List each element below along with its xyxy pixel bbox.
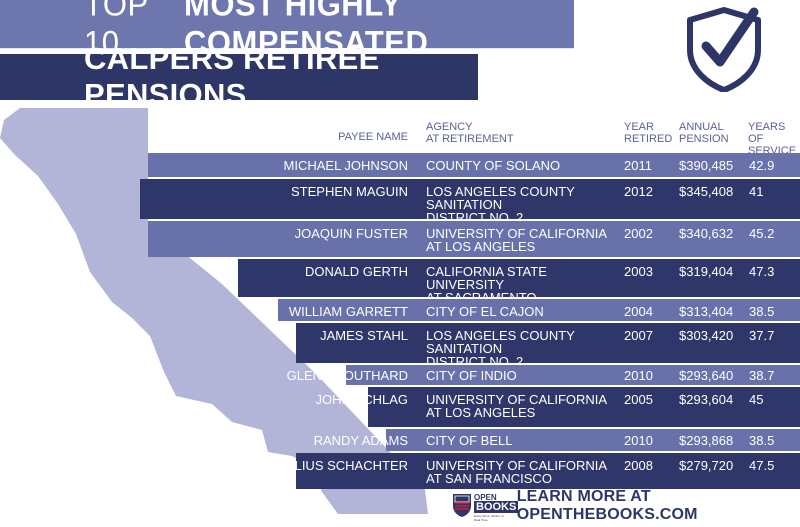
years-of-service: 37.7: [749, 328, 775, 343]
payee-name: WILLIAM GARRETT: [288, 304, 408, 319]
agency-line: CALIFORNIA STATE UNIVERSITY: [426, 264, 547, 292]
agency-line: COUNTY OF SOLANO: [426, 158, 561, 173]
year-retired: 2011: [624, 158, 652, 173]
check-shield-icon: [687, 7, 761, 92]
california-map-icon: [0, 108, 428, 514]
years-of-service: 38.7: [749, 368, 775, 383]
flag-shield-icon: [453, 494, 471, 517]
years-of-service: 42.9: [749, 158, 775, 173]
agency: CITY OF INDIO: [426, 369, 620, 382]
agency-line: CITY OF EL CAJON: [426, 304, 544, 319]
table-row: JULIUS SCHACHTER UNIVERSITY OF CALIFORNI…: [0, 453, 800, 489]
annual-pension: $345,408: [679, 184, 734, 199]
annual-pension: $319,404: [679, 264, 734, 279]
annual-pension: $340,632: [679, 226, 734, 241]
header-payee-name: PAYEE NAME: [338, 131, 408, 143]
header-service-line1: YEARS OF: [748, 121, 786, 145]
years-of-service: 47.3: [749, 264, 775, 279]
payee-name: MICHAEL JOHNSON: [283, 158, 408, 173]
annual-pension: $303,420: [679, 328, 734, 343]
annual-pension: $293,640: [679, 368, 734, 383]
payee-name: STEPHEN MAGUIN: [290, 184, 408, 199]
column-headers: PAYEE NAME AGENCY AT RETIREMENT YEAR RET…: [0, 121, 800, 157]
year-retired: 2004: [624, 304, 653, 319]
annual-pension: $390,485: [679, 158, 734, 173]
payee-name: RANDY ADAMS: [313, 433, 408, 448]
agency: CITY OF BELL: [426, 434, 620, 447]
table-row: JOAQUIN FUSTER UNIVERSITY OF CALIFORNIA A…: [0, 221, 800, 257]
payee-name: GLENN SOUTHARD: [286, 368, 408, 383]
year-retired: 2002: [624, 226, 653, 241]
annual-pension: $313,404: [679, 304, 734, 319]
payee-name: JULIUS SCHACHTER: [278, 458, 408, 473]
agency: UNIVERSITY OF CALIFORNIA AT SAN FRANCISCO: [426, 459, 620, 485]
year-retired: 2008: [624, 458, 653, 473]
years-of-service: 47.5: [749, 458, 775, 473]
agency: COUNTY OF SOLANO: [426, 159, 620, 172]
year-retired: 2012: [624, 184, 653, 199]
agency: LOS ANGELES COUNTY SANITATION DISTRICT NO…: [426, 329, 620, 368]
payee-name: DONALD GERTH: [304, 264, 408, 279]
logo-books: BOOKS: [474, 501, 519, 513]
payee-name: JOAQUIN FUSTER: [294, 226, 408, 241]
table-row: DONALD GERTH CALIFORNIA STATE UNIVERSITY…: [0, 259, 800, 304]
payee-name: JAMES STAHL: [320, 328, 408, 343]
table-row: WILLIAM GARRETT CITY OF EL CAJON 2004 $3…: [0, 299, 800, 321]
payee-name: JOHN SCHLAG: [315, 392, 408, 407]
header-pension-line2: PENSION: [679, 133, 729, 145]
years-of-service: 41: [749, 184, 764, 199]
agency-line: AT LOS ANGELES: [426, 405, 536, 420]
year-retired: 2005: [624, 392, 653, 407]
agency-line: UNIVERSITY OF CALIFORNIA: [426, 392, 608, 407]
table-row: MICHAEL JOHNSON COUNTY OF SOLANO 2011 $3…: [0, 153, 800, 177]
header-years-of-service: YEARS OF SERVICE: [748, 121, 800, 157]
title-calpers: CALPERS RETIREE PENSIONS: [84, 41, 380, 112]
table-row: JAMES STAHL LOS ANGELES COUNTY SANITATIO…: [0, 323, 800, 368]
years-of-service: 38.5: [749, 304, 775, 319]
agency-line: LOS ANGELES COUNTY SANITATION: [426, 184, 575, 212]
logo-tagline: Every Dime. Online. In Real Time.: [474, 514, 505, 522]
header-year-line1: YEAR: [624, 121, 654, 133]
learn-more-link[interactable]: LEARN MORE AT OPENTHEBOOKS.COM: [516, 488, 698, 523]
years-of-service: 45.2: [749, 226, 775, 241]
annual-pension: $293,868: [679, 433, 734, 448]
annual-pension: $279,720: [679, 458, 734, 473]
agency-line: DISTRICT NO. 2: [426, 210, 524, 225]
year-retired: 2003: [624, 264, 653, 279]
header-agency: AGENCY AT RETIREMENT: [426, 121, 514, 145]
table-row: STEPHEN MAGUIN LOS ANGELES COUNTY SANITA…: [0, 179, 800, 224]
header-year-retired: YEAR RETIRED: [624, 121, 672, 145]
header-annual-pension: ANNUAL PENSION: [679, 121, 729, 145]
table-row: JOHN SCHLAG UNIVERSITY OF CALIFORNIA AT L…: [0, 387, 800, 427]
year-retired: 2010: [624, 368, 653, 383]
footer: OPEN THE BOOKS Every Dime. Online. In Re…: [452, 488, 800, 523]
agency-line: UNIVERSITY OF CALIFORNIA: [426, 226, 608, 241]
header-agency-line2: AT RETIREMENT: [426, 133, 514, 145]
year-retired: 2010: [624, 433, 653, 448]
title-line-2: CALPERS RETIREE PENSIONS: [0, 41, 478, 112]
years-of-service: 45: [749, 392, 764, 407]
header-agency-line1: AGENCY: [426, 121, 473, 133]
agency-line: CITY OF INDIO: [426, 368, 517, 383]
agency: LOS ANGELES COUNTY SANITATION DISTRICT NO…: [426, 185, 620, 224]
table-row: GLENN SOUTHARD CITY OF INDIO 2010 $293,6…: [0, 365, 800, 385]
header-pension-line1: ANNUAL: [679, 121, 724, 133]
agency-line: UNIVERSITY OF CALIFORNIA: [426, 458, 608, 473]
agency-line: DISTRICT NO. 2: [426, 354, 524, 369]
annual-pension: $293,604: [679, 392, 734, 407]
year-retired: 2007: [624, 328, 653, 343]
table-row: RANDY ADAMS CITY OF BELL 2010 $293,868 3…: [0, 429, 800, 451]
years-of-service: 38.5: [749, 433, 775, 448]
header-year-line2: RETIRED: [624, 133, 673, 145]
agency: UNIVERSITY OF CALIFORNIA AT LOS ANGELES: [426, 393, 620, 419]
openthebooks-logo[interactable]: OPEN THE BOOKS Every Dime. Online. In Re…: [452, 492, 519, 522]
agency: CITY OF EL CAJON: [426, 305, 620, 318]
agency-line: CITY OF BELL: [426, 433, 513, 448]
agency: UNIVERSITY OF CALIFORNIA AT LOS ANGELES: [426, 227, 620, 253]
agency-line: LOS ANGELES COUNTY SANITATION: [426, 328, 575, 356]
agency-line: AT LOS ANGELES: [426, 239, 536, 254]
agency-line: AT SAN FRANCISCO: [426, 471, 552, 486]
